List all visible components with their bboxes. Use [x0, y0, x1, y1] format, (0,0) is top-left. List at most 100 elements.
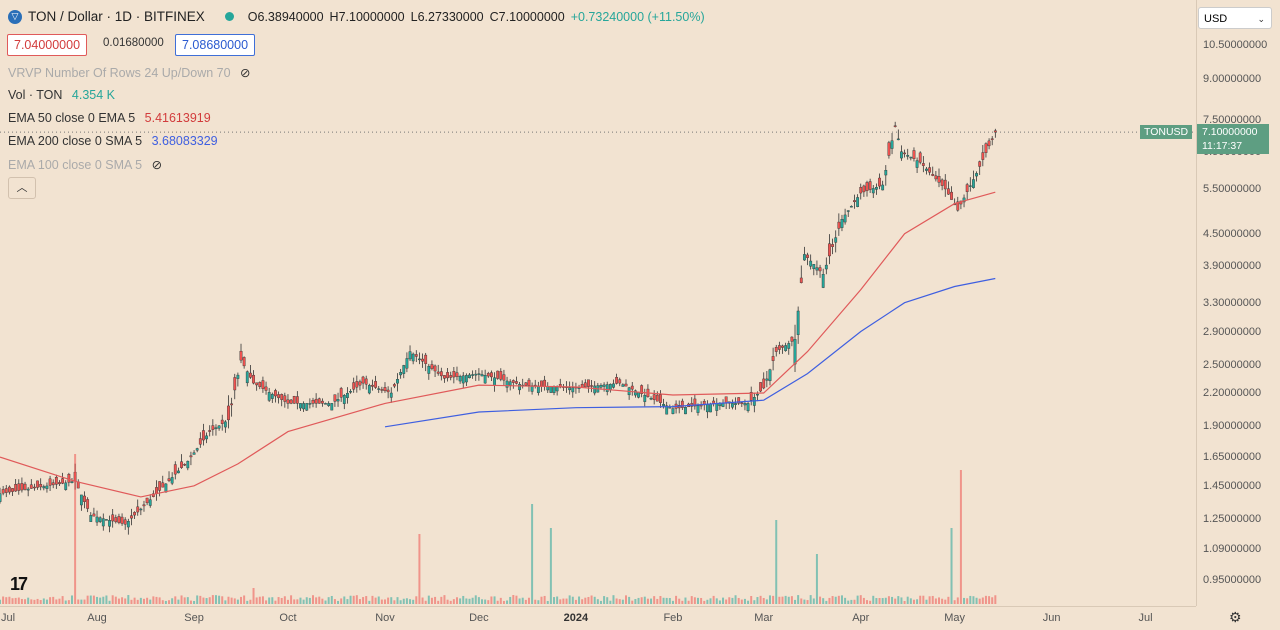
candle-body	[83, 495, 86, 502]
volume-bar	[164, 600, 167, 604]
candle-body	[790, 336, 794, 342]
volume-bar	[956, 597, 959, 604]
candle-body	[824, 264, 828, 270]
candle-body	[471, 374, 475, 376]
volume-bar	[850, 599, 853, 604]
legend-volume[interactable]: Vol · TON 4.354 K	[8, 88, 115, 102]
candle-body	[458, 375, 462, 382]
candle-body	[133, 512, 136, 516]
volume-bar	[524, 599, 527, 604]
price-tick-label: 1.25000000	[1203, 512, 1262, 525]
volume-bar	[358, 599, 361, 604]
candle-body	[693, 398, 697, 407]
volume-bar	[728, 597, 731, 604]
volume-bar	[606, 597, 609, 604]
volume-bar	[280, 597, 283, 604]
candle-body	[796, 310, 800, 335]
candle-body	[289, 399, 293, 404]
volume-bar	[934, 598, 937, 604]
candle-body	[859, 187, 863, 194]
candle-body	[148, 499, 152, 506]
volume-bar	[324, 600, 327, 604]
volume-bar	[900, 597, 903, 604]
candle-body	[86, 499, 90, 509]
price-axis[interactable]: 10.500000009.000000007.500000006.5000000…	[1196, 0, 1280, 606]
volume-bar	[355, 595, 358, 604]
candle-body	[940, 179, 944, 186]
candle-body	[223, 421, 227, 428]
volume-bar	[599, 600, 602, 604]
eye-hidden-icon[interactable]: ⊘	[240, 66, 251, 80]
candle-body	[486, 373, 490, 377]
legend-ema100[interactable]: EMA 100 close 0 SMA 5 ⊘	[8, 157, 162, 172]
candle-body	[352, 382, 356, 390]
candle-body	[389, 392, 393, 398]
candle-body	[264, 386, 268, 391]
currency-select[interactable]: USD ⌄	[1198, 7, 1272, 29]
volume-bar	[775, 520, 778, 604]
volume-bar	[574, 599, 577, 604]
time-tick-label: Sep	[184, 612, 204, 624]
volume-bar	[515, 595, 518, 604]
candle-body	[4, 488, 8, 493]
volume-bar	[966, 598, 969, 604]
volume-bar	[916, 599, 919, 604]
volume-bar	[493, 596, 496, 604]
ton-logo-icon: ▽	[8, 9, 22, 24]
volume-bar	[772, 595, 775, 604]
volume-bar	[161, 600, 164, 604]
candle-body	[108, 520, 111, 527]
candle-body	[809, 260, 813, 267]
time-axis[interactable]: Jul Aug Sep Oct Nov Dec 2024 Feb Mar Apr May Jun Jul	[0, 606, 1196, 630]
volume-bar	[806, 600, 809, 604]
candle-body	[624, 383, 628, 387]
volume-bar	[590, 595, 593, 604]
legend-ema50[interactable]: EMA 50 close 0 EMA 5 5.41613919	[8, 111, 211, 125]
buy-price-button[interactable]: 7.08680000	[175, 34, 256, 56]
market-status-icon	[224, 12, 234, 21]
volume-bar	[243, 595, 246, 604]
volume-bar	[61, 596, 64, 604]
volume-bar	[92, 595, 95, 604]
volume-bar	[938, 597, 940, 604]
symbol-title[interactable]: TON / Dollar · 1D · BITFINEX	[28, 9, 205, 24]
volume-bar	[155, 596, 158, 604]
candle-body	[640, 385, 644, 394]
volume-bar	[878, 598, 881, 604]
candle-body	[233, 377, 237, 391]
candle-body	[799, 277, 803, 283]
eye-hidden-icon[interactable]: ⊘	[151, 158, 163, 172]
candle-body	[292, 396, 296, 404]
candle-body	[968, 185, 972, 187]
candle-body	[934, 175, 938, 180]
candle-body	[762, 378, 766, 389]
price-chart[interactable]	[0, 0, 1196, 606]
legend-ema200[interactable]: EMA 200 close 0 SMA 5 3.68083329	[8, 134, 218, 148]
volume-bar	[96, 596, 99, 604]
volume-bar	[981, 597, 984, 604]
vol-label: Vol · TON	[8, 88, 63, 102]
sell-price-button[interactable]: 7.04000000	[7, 34, 88, 56]
gear-icon[interactable]: ⚙	[1229, 609, 1242, 625]
candle-body	[734, 403, 737, 405]
volume-bar	[468, 598, 471, 604]
candle-body	[183, 464, 187, 466]
volume-bar	[631, 600, 634, 604]
volume-bar	[587, 596, 590, 604]
candle-body	[101, 518, 105, 527]
chevron-up-icon[interactable]: ︿	[8, 177, 36, 199]
volume-bar	[678, 598, 681, 604]
tradingview-logo[interactable]: 17	[10, 574, 28, 594]
legend-vrvp[interactable]: VRVP Number Of Rows 24 Up/Down 70 ⊘	[8, 65, 251, 80]
volume-bar	[133, 597, 136, 604]
time-tick-label: Mar	[754, 612, 774, 624]
volume-bar	[462, 595, 465, 604]
volume-bar	[443, 595, 446, 604]
volume-bar	[224, 600, 227, 604]
candle-body	[909, 156, 913, 159]
volume-bar	[506, 600, 509, 604]
volume-bar	[640, 597, 643, 604]
volume-bar	[650, 598, 653, 604]
volume-bar	[49, 597, 52, 604]
price-tick-label: 3.90000000	[1203, 259, 1262, 272]
